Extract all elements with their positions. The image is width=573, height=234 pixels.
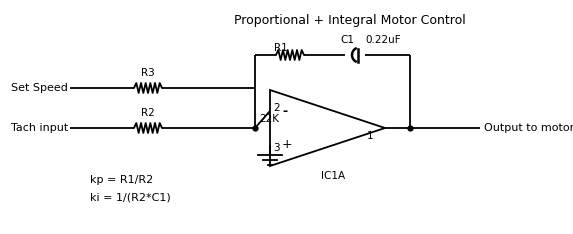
Text: +: + bbox=[282, 138, 293, 151]
Text: -: - bbox=[282, 105, 287, 118]
Text: 3: 3 bbox=[273, 143, 280, 153]
Text: ki = 1/(R2*C1): ki = 1/(R2*C1) bbox=[90, 192, 171, 202]
Text: 1: 1 bbox=[367, 131, 374, 141]
Text: Set Speed: Set Speed bbox=[11, 83, 68, 93]
Text: R1: R1 bbox=[274, 43, 288, 53]
Text: kp = R1/R2: kp = R1/R2 bbox=[90, 175, 153, 185]
Text: 22K: 22K bbox=[259, 114, 279, 124]
Text: 2: 2 bbox=[273, 103, 280, 113]
Text: IC1A: IC1A bbox=[321, 171, 346, 181]
Text: Proportional + Integral Motor Control: Proportional + Integral Motor Control bbox=[234, 14, 466, 27]
Text: R2: R2 bbox=[141, 108, 155, 118]
Text: C1: C1 bbox=[340, 35, 354, 45]
Text: R3: R3 bbox=[141, 68, 155, 78]
Text: Tach input: Tach input bbox=[11, 123, 68, 133]
Text: Output to motor driver: Output to motor driver bbox=[484, 123, 573, 133]
Text: 0.22uF: 0.22uF bbox=[365, 35, 401, 45]
